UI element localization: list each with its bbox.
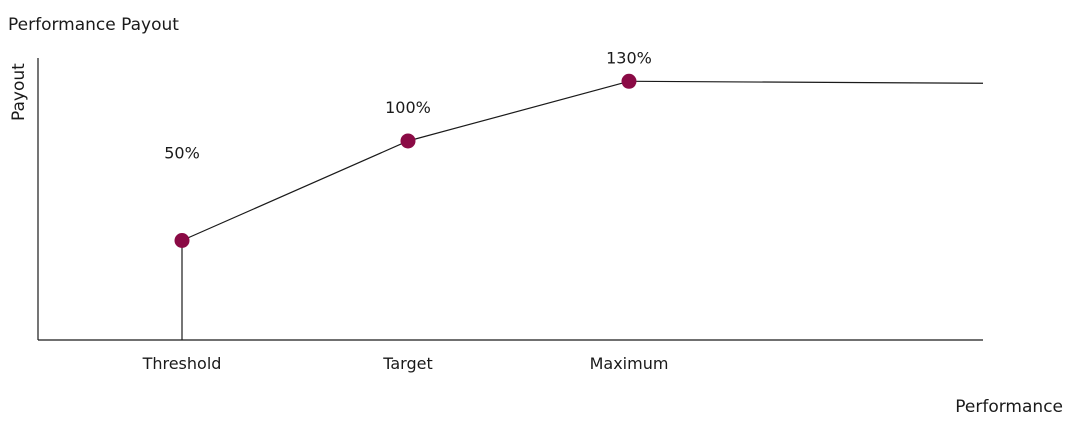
point-threshold <box>174 232 190 248</box>
x-tick-target: Target <box>382 354 433 373</box>
data-label-maximum: 130% <box>606 48 652 67</box>
point-target <box>400 133 416 149</box>
x-tick-threshold: Threshold <box>142 354 222 373</box>
x-axis-label: Performance <box>955 397 1063 417</box>
chart-title: Performance Payout <box>8 15 179 35</box>
data-label-target: 100% <box>385 98 431 117</box>
point-maximum <box>621 73 637 89</box>
y-axis-label: Payout <box>9 63 29 121</box>
payout-cap-line <box>628 80 984 84</box>
x-tick-maximum: Maximum <box>590 354 669 373</box>
data-label-threshold: 50% <box>164 143 200 162</box>
chart-marks: 50% Threshold 100% Target 130% Maximum <box>142 48 984 373</box>
